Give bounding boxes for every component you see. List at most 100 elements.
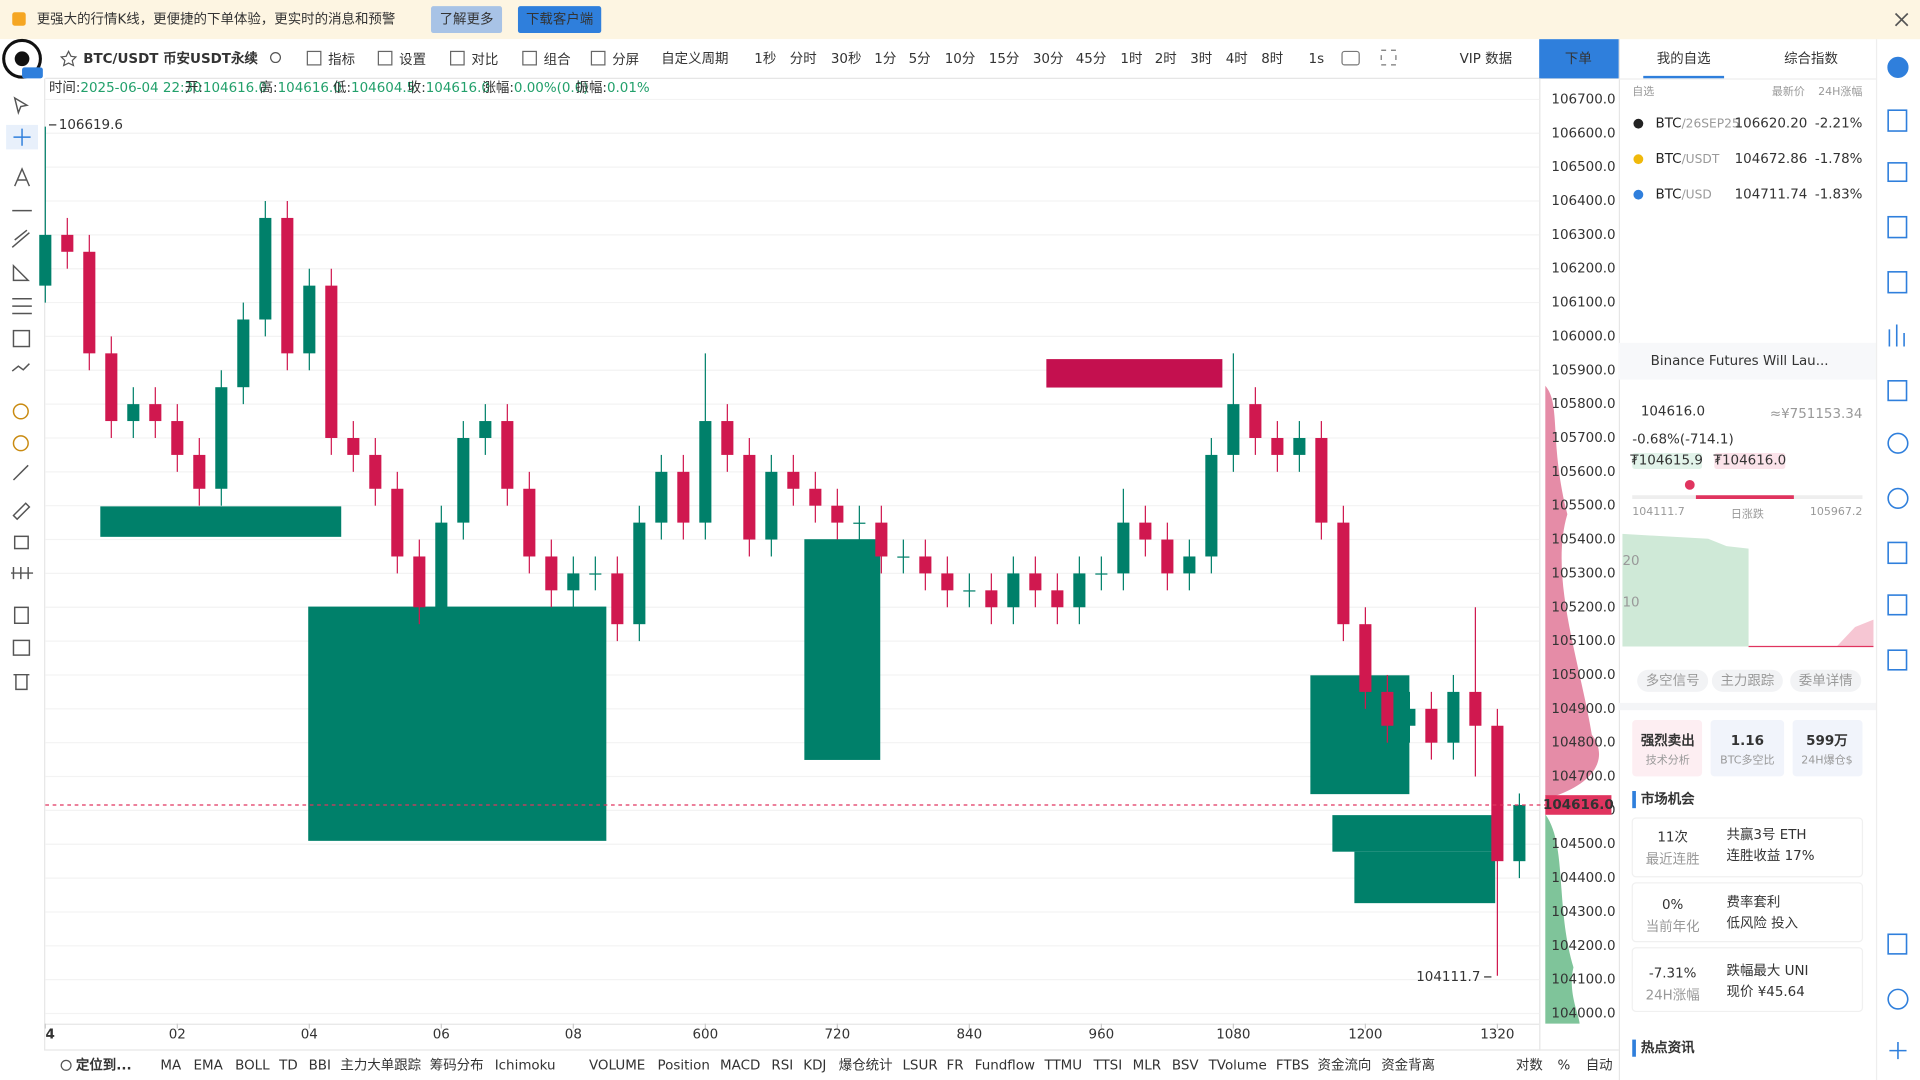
scale-option[interactable]: 对数: [1516, 1057, 1543, 1073]
locate-button[interactable]: 定位到...: [76, 1056, 132, 1073]
indicator-tab[interactable]: VOLUME: [589, 1058, 645, 1073]
search-icon[interactable]: [270, 52, 282, 64]
period-option[interactable]: 3时: [1190, 51, 1212, 67]
period-option[interactable]: 15分: [989, 51, 1020, 67]
sidebar-download[interactable]: [1887, 933, 1908, 955]
indicator-tab[interactable]: MA: [160, 1058, 182, 1073]
opportunity-card[interactable]: [1631, 947, 1864, 1013]
opportunity-card[interactable]: [1631, 882, 1864, 943]
indicator-tab[interactable]: TD: [278, 1058, 298, 1073]
fib-tool[interactable]: [12, 298, 32, 315]
order-label[interactable]: 下单: [1565, 51, 1592, 67]
order-button[interactable]: [1539, 39, 1619, 79]
period-option[interactable]: 1时: [1120, 51, 1142, 67]
favorite-icon[interactable]: [59, 50, 78, 67]
toolbar-item[interactable]: 对比: [471, 52, 498, 68]
sidebar-add[interactable]: [1887, 380, 1908, 402]
vip-data[interactable]: VIP 数据: [1460, 51, 1512, 67]
sidebar-stats[interactable]: [1888, 324, 1905, 347]
lock-tool[interactable]: [13, 535, 29, 550]
download-button[interactable]: [517, 6, 602, 34]
signal-tab-bg[interactable]: [1637, 669, 1709, 692]
signal-tab[interactable]: 委单详情: [1799, 673, 1853, 689]
delete-tool[interactable]: [13, 673, 30, 691]
scale-option[interactable]: 自动: [1586, 1057, 1613, 1073]
period-label[interactable]: 自定义周期: [661, 51, 728, 67]
shape-tool[interactable]: [12, 263, 30, 282]
indicator-tab[interactable]: TTSI: [1092, 1058, 1122, 1073]
indicator-tab[interactable]: MLR: [1133, 1058, 1161, 1073]
period-option[interactable]: 30分: [1033, 51, 1064, 67]
locate-icon[interactable]: [60, 1059, 72, 1071]
sidebar-calc[interactable]: [1887, 541, 1908, 565]
indicator-tab[interactable]: BSV: [1172, 1058, 1200, 1073]
indicator-tab[interactable]: LSUR: [902, 1058, 937, 1073]
period-option[interactable]: 45分: [1076, 51, 1107, 67]
sidebar-clock[interactable]: [1887, 432, 1909, 454]
period-option[interactable]: 5分: [909, 51, 931, 67]
magnet-tool[interactable]: [11, 566, 34, 580]
learn-more-button[interactable]: [431, 6, 503, 34]
sidebar-pro[interactable]: [1887, 649, 1908, 671]
watch-tab[interactable]: 我的自选: [1657, 51, 1711, 67]
pattern-tool[interactable]: [11, 363, 30, 372]
period-option[interactable]: 4时: [1226, 51, 1248, 67]
indicator-tab[interactable]: FR: [947, 1058, 964, 1073]
indicator-tab[interactable]: 资金背离: [1381, 1056, 1435, 1073]
template-tool[interactable]: [12, 639, 31, 656]
indicator-tab[interactable]: FTBS: [1276, 1058, 1309, 1073]
indicator-tab[interactable]: BBI: [309, 1058, 331, 1073]
measure-tool[interactable]: [12, 329, 31, 348]
indicator-tab[interactable]: TTMU: [1043, 1058, 1082, 1073]
watch-symbol[interactable]: BTC/USD: [1656, 187, 1712, 203]
fullscreen-icon[interactable]: [1380, 49, 1397, 66]
news-headline[interactable]: Binance Futures Will Lau...: [1651, 354, 1829, 369]
indicator-tab[interactable]: 资金流向: [1318, 1057, 1372, 1073]
sidebar-doc[interactable]: [1887, 109, 1908, 132]
toolbar-item[interactable]: 指标: [328, 52, 355, 68]
copy-tool[interactable]: [13, 606, 29, 624]
sidebar-home[interactable]: [1887, 56, 1909, 78]
sidebar-trade[interactable]: [1887, 162, 1908, 183]
text-tool[interactable]: [14, 167, 31, 187]
camera-icon[interactable]: [1341, 50, 1360, 66]
watch-symbol[interactable]: BTC/USDT: [1656, 152, 1720, 168]
indicator-tab[interactable]: MACD: [720, 1058, 760, 1073]
cursor-tool[interactable]: [13, 96, 29, 116]
indicator-tab[interactable]: TVolume: [1208, 1058, 1267, 1073]
indicator-tab[interactable]: EMA: [193, 1058, 223, 1073]
toolbar-item[interactable]: 分屏: [612, 52, 639, 68]
sidebar-news[interactable]: [1887, 215, 1908, 239]
indicator-tab[interactable]: 筹码分布: [430, 1056, 484, 1073]
signal-tab-bg[interactable]: [1790, 669, 1862, 692]
banner-close[interactable]: [1894, 12, 1909, 27]
signal-tab[interactable]: 主力跟踪: [1720, 673, 1774, 689]
period-option[interactable]: 30秒: [831, 51, 862, 67]
period-option[interactable]: 8时: [1261, 51, 1283, 67]
gann-tool[interactable]: [12, 403, 29, 420]
scale-option[interactable]: %: [1558, 1058, 1571, 1073]
watch-tab[interactable]: 综合指数: [1784, 51, 1838, 67]
sidebar-alert[interactable]: [1887, 271, 1908, 294]
toolbar-item[interactable]: 设置: [399, 52, 426, 68]
symbol[interactable]: BTC/USDT 币安USDT永续: [83, 50, 258, 67]
toolbar-item[interactable]: 组合: [544, 52, 571, 68]
period-option[interactable]: 10分: [945, 51, 976, 67]
period-option[interactable]: 1秒: [754, 51, 776, 67]
indicator-tab[interactable]: 爆仓统计: [839, 1057, 893, 1073]
signal-tab-bg[interactable]: [1711, 669, 1783, 692]
indicator-tab[interactable]: Fundflow: [975, 1058, 1035, 1073]
learn-more-label[interactable]: 了解更多: [440, 11, 494, 28]
opportunity-card[interactable]: [1631, 817, 1864, 878]
ruler-tool[interactable]: [12, 464, 29, 481]
sidebar-wallet[interactable]: [1887, 594, 1908, 616]
indicator-tab[interactable]: KDJ: [803, 1058, 826, 1073]
indicator-tab[interactable]: Position: [658, 1058, 710, 1073]
period-option[interactable]: 1分: [874, 51, 896, 67]
indicator-tab[interactable]: Ichimoku: [495, 1058, 556, 1073]
indicator-tab[interactable]: BOLL: [235, 1058, 270, 1073]
interval[interactable]: 1s: [1309, 52, 1325, 67]
sidebar-compass[interactable]: [1887, 487, 1909, 509]
sidebar-menu[interactable]: [1889, 1042, 1907, 1060]
wave-tool[interactable]: [12, 435, 29, 452]
